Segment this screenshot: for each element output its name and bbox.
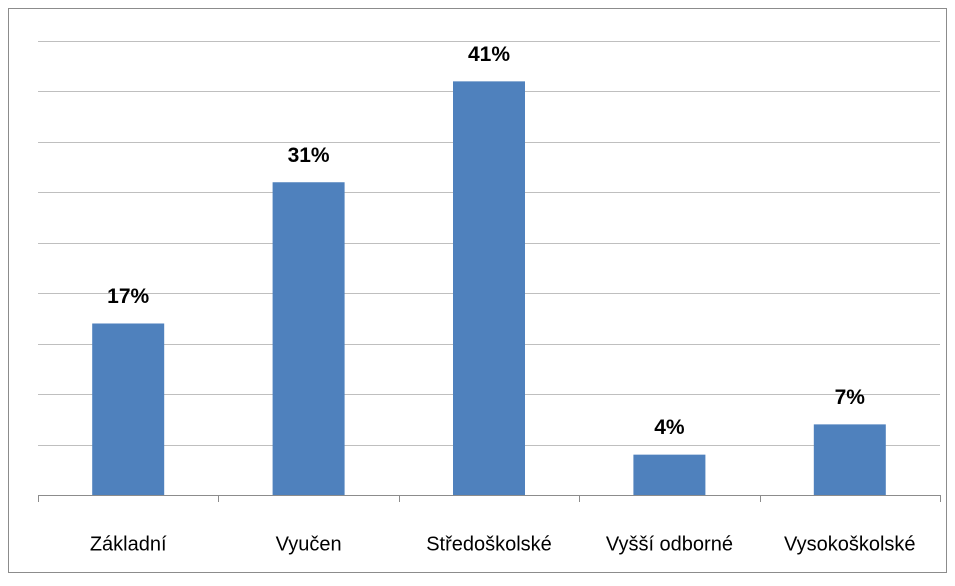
x-tick-label: Středoškolské [426, 533, 552, 555]
value-label: 17% [107, 285, 149, 308]
bar [453, 81, 525, 495]
value-label: 4% [654, 416, 685, 439]
x-tick-label: Základní [90, 533, 167, 555]
x-tick-label: Vysokoškolské [784, 533, 916, 555]
bar [92, 323, 165, 495]
bar [813, 424, 886, 495]
bar [272, 182, 345, 495]
value-label: 31% [288, 144, 330, 167]
value-label: 7% [835, 386, 866, 409]
x-tick-label: Vyučen [276, 533, 342, 555]
bar [633, 454, 706, 495]
value-label: 41% [468, 43, 510, 66]
x-tick-label: Vyšší odborné [606, 533, 733, 555]
